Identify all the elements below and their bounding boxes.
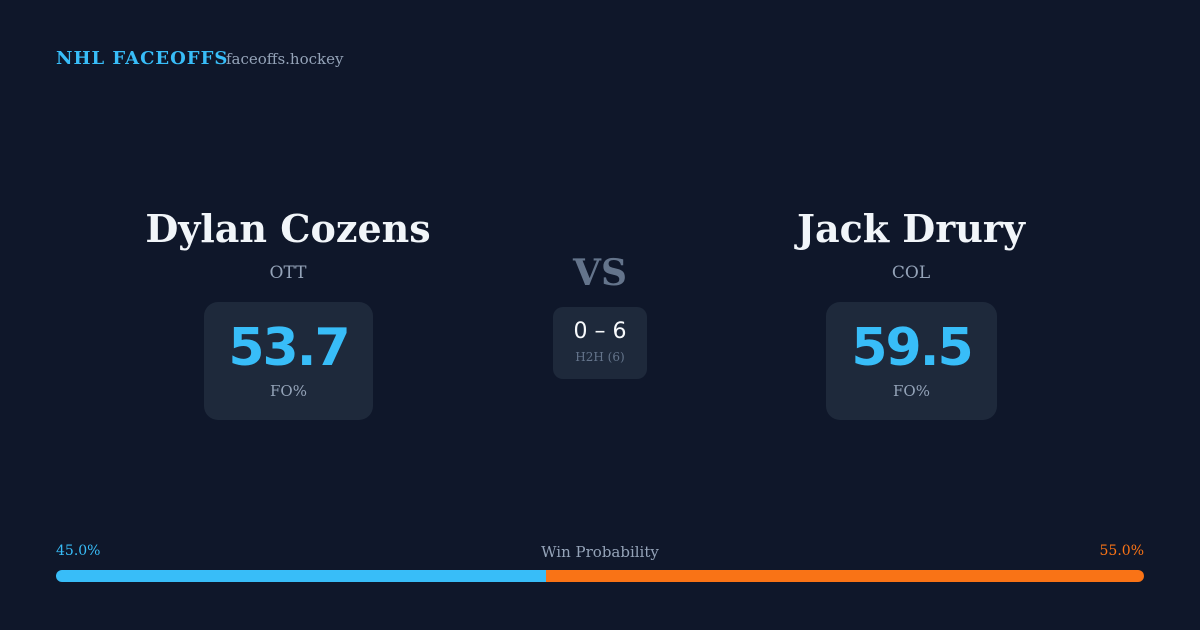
h2h-card: 0 – 6 H2H (6) [553,307,647,379]
stat-card: 53.7 FO% [204,302,373,420]
win-prob-right: 55.0% [1099,543,1144,559]
player-team: COL [891,263,931,283]
player-name: Jack Drury [797,206,1025,251]
stat-card: 59.5 FO% [826,302,997,420]
h2h-score: 0 – 6 [573,319,627,344]
versus-label: VS [573,252,627,294]
brand-title: NHL FACEOFFS [56,48,229,69]
h2h-caption: H2H (6) [575,350,625,364]
stat-label: FO% [893,382,930,400]
win-prob-title: Win Probability [541,543,659,561]
win-prob-bar [56,570,1144,582]
win-prob-segment [56,570,546,582]
site-name: faceoffs.hockey [226,50,344,68]
stat-value: 59.5 [851,318,973,378]
win-prob-left: 45.0% [56,543,101,559]
stat-value: 53.7 [228,318,350,378]
win-prob-segment [545,570,1144,582]
player-name: Dylan Cozens [145,206,431,251]
player-team: OTT [269,263,307,283]
stat-label: FO% [270,382,307,400]
